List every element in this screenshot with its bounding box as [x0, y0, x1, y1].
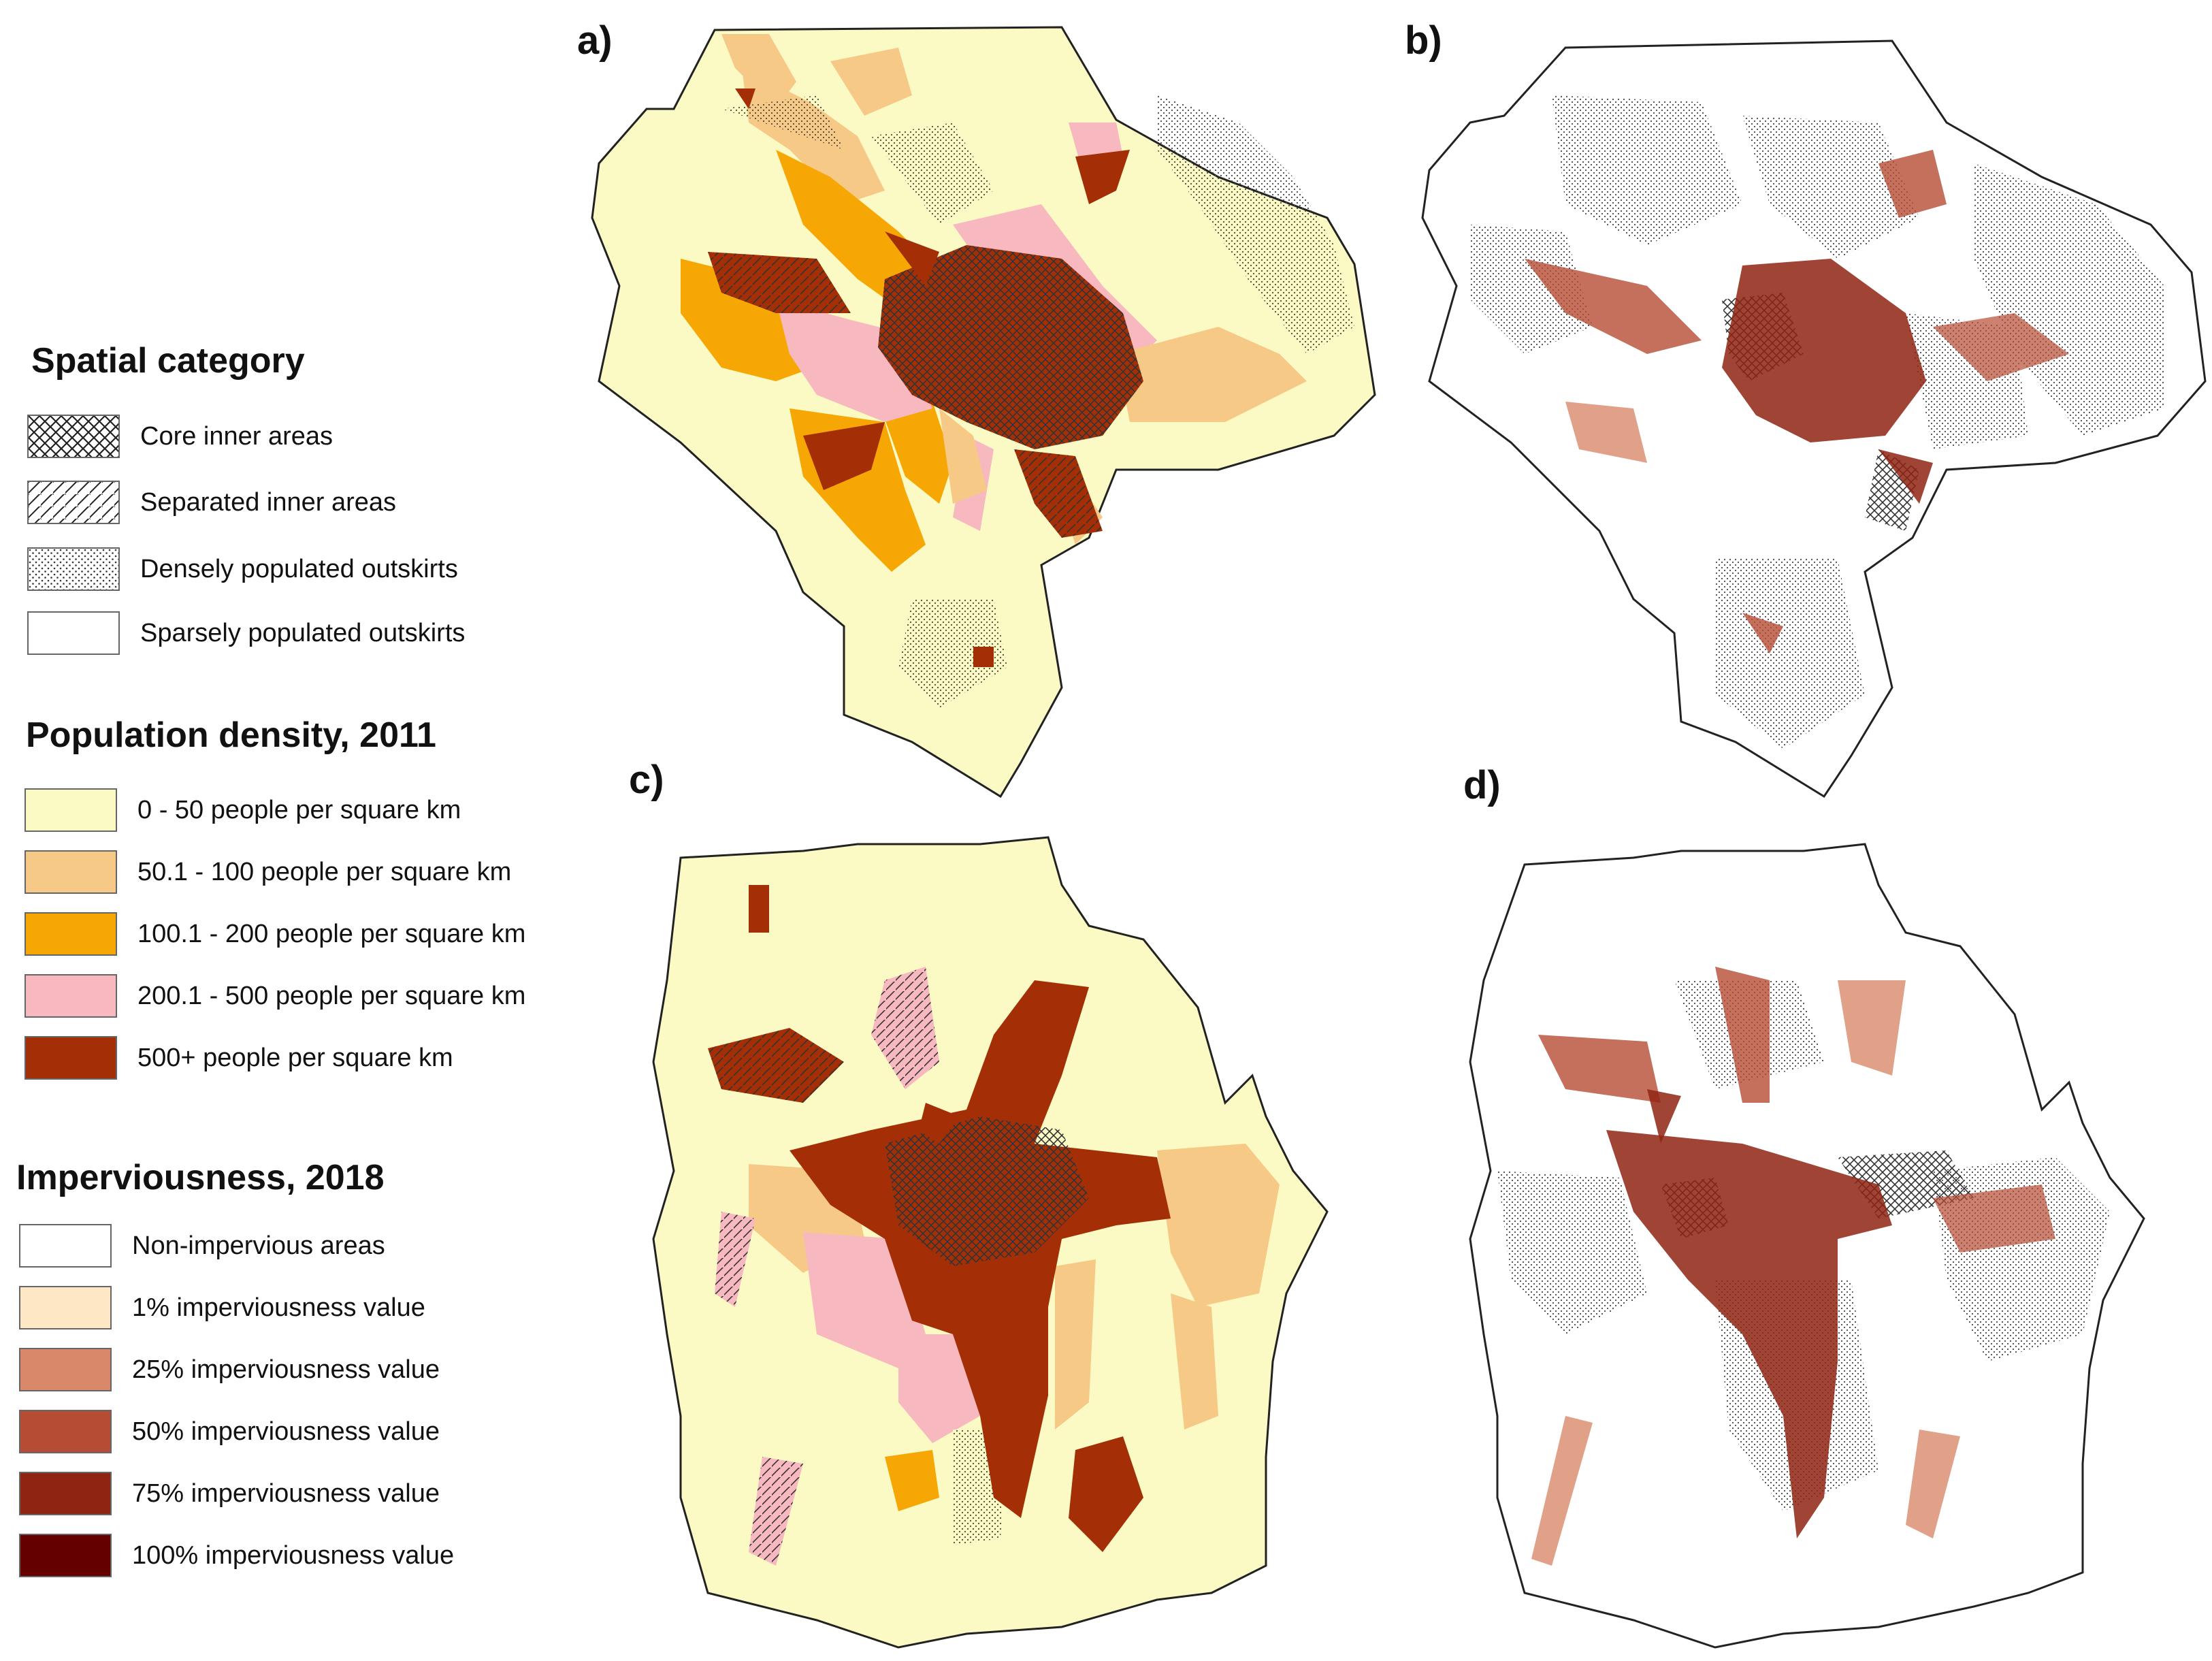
legend-item-sparsely-populated: Sparsely populated outskirts	[27, 608, 465, 658]
population-density-item: 100.1 - 200 people per square km	[25, 909, 525, 959]
map-a-outskirt-dots	[721, 95, 1354, 708]
population-density-item: 0 - 50 people per square km	[25, 785, 461, 835]
imperviousness-swatch	[19, 1410, 112, 1453]
panel-label-c: c)	[629, 758, 664, 802]
population-density-swatch	[25, 974, 117, 1018]
population-density-item: 200.1 - 500 people per square km	[25, 971, 525, 1021]
crosshatch-swatch	[27, 415, 120, 458]
population-density-item: 50.1 - 100 people per square km	[25, 847, 511, 897]
legend-item-densely-populated: Densely populated outskirts	[27, 544, 458, 594]
imperviousness-swatch	[19, 1224, 112, 1268]
imperviousness-item: 75% imperviousness value	[19, 1468, 440, 1519]
legend-title-spatial-category: Spatial category	[31, 341, 305, 381]
legend-label: 100.1 - 200 people per square km	[137, 919, 526, 948]
map-d-imperviousness	[1531, 967, 2055, 1566]
legend-label: Densely populated outskirts	[140, 554, 458, 583]
legend-label: 50% imperviousness value	[132, 1417, 440, 1446]
legend-label: 50.1 - 100 people per square km	[137, 857, 512, 886]
panel-label-a: a)	[577, 18, 613, 63]
legend-label: Separated inner areas	[140, 487, 397, 517]
population-density-swatch	[25, 850, 117, 894]
legend-label: 100% imperviousness value	[132, 1541, 455, 1570]
diagonal-hatch-swatch	[27, 481, 120, 524]
population-density-swatch	[25, 912, 117, 956]
imperviousness-item: 25% imperviousness value	[19, 1344, 440, 1395]
population-density-swatch	[25, 1036, 117, 1080]
imperviousness-swatch	[19, 1348, 112, 1391]
legend-label: Non-impervious areas	[132, 1231, 385, 1260]
imperviousness-item: Non-impervious areas	[19, 1221, 385, 1271]
legend-label: 75% imperviousness value	[132, 1479, 440, 1508]
map-c-dense-cores	[708, 885, 1171, 1552]
legend-title-population-density: Population density, 2011	[26, 715, 436, 755]
imperviousness-swatch	[19, 1286, 112, 1329]
imperviousness-swatch	[19, 1472, 112, 1515]
legend-label: Core inner areas	[140, 421, 334, 451]
map-a-dense-cores	[708, 88, 1143, 667]
legend-label: Sparsely populated outskirts	[140, 618, 466, 647]
imperviousness-item: 100% imperviousness value	[19, 1530, 454, 1581]
blank-swatch	[27, 611, 120, 655]
imperviousness-item: 1% imperviousness value	[19, 1283, 425, 1333]
legend-label: 0 - 50 people per square km	[137, 795, 461, 824]
map-b-outskirt-dots	[1470, 95, 2164, 749]
map-b-imperviousness	[1525, 150, 2069, 654]
legend-item-core-inner: Core inner areas	[27, 411, 333, 462]
legend-label: 25% imperviousness value	[132, 1355, 440, 1384]
legend-title-imperviousness: Imperviousness, 2018	[16, 1158, 385, 1197]
legend-item-separated-inner: Separated inner areas	[27, 477, 396, 528]
imperviousness-swatch	[19, 1534, 112, 1577]
dots-swatch	[27, 547, 120, 591]
population-density-swatch	[25, 788, 117, 832]
panel-label-d: d)	[1463, 763, 1501, 807]
legend-label: 200.1 - 500 people per square km	[137, 981, 526, 1010]
population-density-item: 500+ people per square km	[25, 1033, 453, 1083]
legend-label: 500+ people per square km	[137, 1043, 453, 1072]
panel-label-b: b)	[1405, 18, 1442, 63]
legend-label: 1% imperviousness value	[132, 1293, 425, 1322]
imperviousness-item: 50% imperviousness value	[19, 1406, 440, 1457]
